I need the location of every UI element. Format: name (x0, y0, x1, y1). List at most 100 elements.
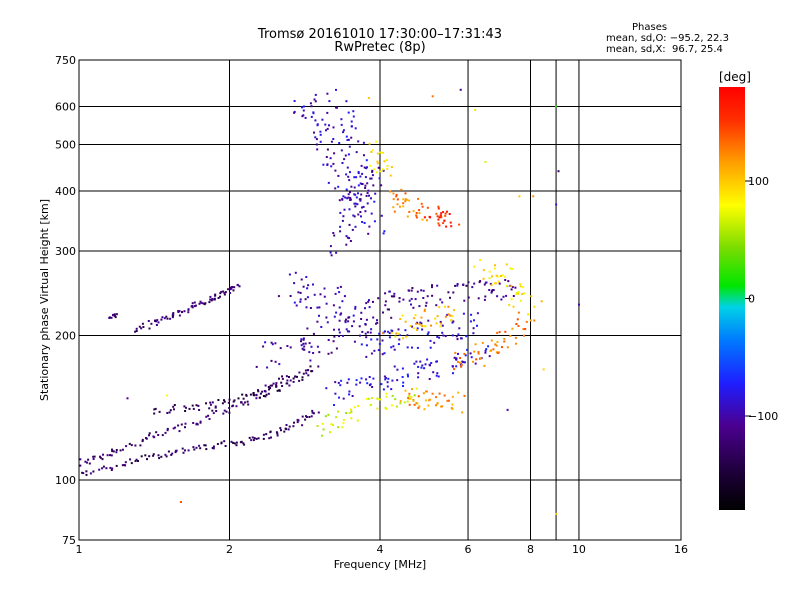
echo-point (360, 343, 363, 346)
echo-point (214, 405, 217, 408)
echo-point (191, 302, 194, 305)
echo-point (301, 378, 304, 381)
echo-point (372, 377, 375, 380)
echo-point (235, 405, 238, 408)
echo-point (437, 205, 440, 208)
echo-point (364, 184, 367, 187)
echo-point (339, 211, 342, 214)
echo-point (200, 301, 203, 304)
echo-point (431, 284, 433, 287)
echo-point (93, 455, 96, 458)
echo-point (509, 334, 512, 337)
echo-point (348, 393, 351, 396)
echo-point (410, 297, 413, 300)
echo-point (275, 382, 278, 385)
echo-point (530, 295, 533, 298)
echo-point (262, 345, 265, 348)
echo-point (263, 390, 266, 392)
echo-point (330, 140, 333, 143)
echo-point (325, 129, 327, 132)
echo-point (415, 402, 418, 405)
echo-point (279, 347, 282, 350)
echo-point (515, 342, 518, 345)
echo-point (99, 455, 101, 458)
echo-point (207, 414, 210, 417)
echo-point (374, 192, 377, 195)
echo-point (363, 154, 365, 157)
echo-point (507, 280, 510, 283)
echo-point (160, 455, 163, 458)
echo-point (285, 424, 288, 426)
echo-point (353, 215, 356, 218)
echo-point (164, 453, 167, 456)
echo-point (326, 148, 329, 151)
echo-points (79, 88, 580, 515)
echo-point (357, 140, 360, 143)
echo-point (533, 319, 536, 322)
echo-point (493, 282, 496, 285)
echo-point (308, 416, 311, 418)
echo-point (310, 345, 313, 348)
echo-point (346, 197, 349, 200)
echo-point (172, 312, 175, 315)
echo-point (310, 415, 313, 418)
echo-point (339, 313, 342, 316)
echo-point (261, 390, 264, 393)
echo-point (302, 338, 305, 341)
echo-point (326, 111, 329, 114)
echo-point (357, 405, 359, 407)
echo-point (438, 392, 441, 395)
echo-point (340, 379, 343, 382)
echo-point (323, 295, 326, 298)
echo-point (542, 368, 545, 371)
echo-point (230, 440, 233, 443)
echo-point (427, 404, 430, 407)
echo-point (376, 407, 379, 410)
echo-point (335, 311, 338, 314)
echo-point (459, 88, 462, 91)
echo-point (402, 198, 405, 201)
echo-point (135, 458, 138, 461)
echo-point (147, 320, 150, 322)
echo-point (174, 451, 177, 454)
echo-point (473, 319, 475, 322)
echo-point (462, 312, 465, 315)
echo-point (321, 434, 323, 437)
echo-point (283, 430, 286, 433)
echo-point (475, 358, 478, 361)
echo-point (335, 88, 337, 91)
echo-point (379, 170, 382, 173)
echo-point (191, 404, 194, 407)
echo-point (354, 225, 357, 228)
echo-point (262, 437, 265, 440)
echo-point (350, 125, 353, 128)
echo-point (245, 394, 248, 397)
echo-point (368, 225, 371, 228)
echo-point (294, 271, 297, 274)
echo-point (406, 334, 409, 337)
echo-point (447, 305, 450, 308)
echo-point (295, 304, 298, 307)
echo-point (181, 447, 184, 450)
echo-point (195, 446, 198, 449)
echo-point (410, 303, 412, 306)
echo-point (101, 458, 104, 461)
echo-point (380, 184, 383, 187)
echo-point (509, 267, 512, 270)
echo-point (312, 412, 315, 415)
echo-point (326, 92, 329, 95)
echo-point (463, 352, 466, 355)
echo-point (130, 462, 133, 465)
echo-point (367, 97, 370, 99)
echo-point (338, 142, 341, 144)
echo-point (501, 346, 503, 349)
echo-point (365, 167, 368, 170)
echo-point (262, 395, 265, 397)
echo-point (361, 206, 363, 209)
echo-point (503, 340, 506, 343)
echo-point (458, 223, 461, 226)
echo-point (402, 298, 405, 301)
echo-point (470, 313, 473, 316)
echo-point (510, 288, 513, 291)
